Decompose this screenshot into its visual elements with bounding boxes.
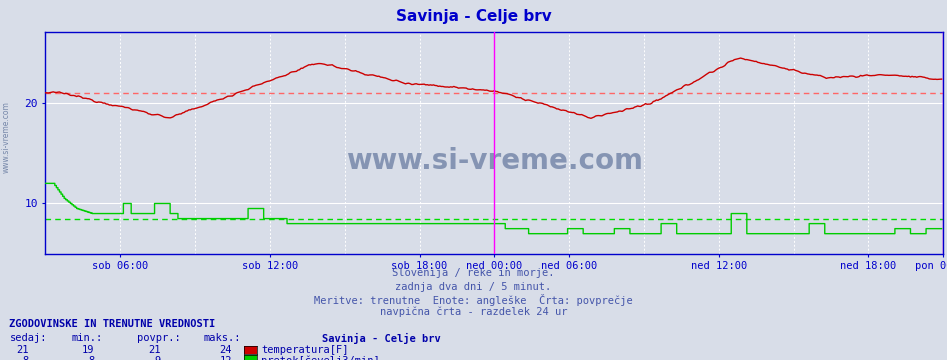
Text: maks.:: maks.: (204, 333, 241, 343)
Text: Savinja - Celje brv: Savinja - Celje brv (322, 333, 440, 344)
Text: 8: 8 (88, 356, 95, 360)
Text: povpr.:: povpr.: (137, 333, 181, 343)
Text: 19: 19 (82, 345, 95, 355)
Text: 12: 12 (220, 356, 232, 360)
Text: Savinja - Celje brv: Savinja - Celje brv (396, 9, 551, 24)
Text: temperatura[F]: temperatura[F] (261, 345, 348, 355)
Text: 8: 8 (22, 356, 28, 360)
Text: sedaj:: sedaj: (9, 333, 47, 343)
Text: ZGODOVINSKE IN TRENUTNE VREDNOSTI: ZGODOVINSKE IN TRENUTNE VREDNOSTI (9, 319, 216, 329)
Text: zadnja dva dni / 5 minut.: zadnja dva dni / 5 minut. (396, 282, 551, 292)
Text: Slovenija / reke in morje.: Slovenija / reke in morje. (392, 268, 555, 278)
Text: www.si-vreme.com: www.si-vreme.com (346, 147, 643, 175)
Text: pretok[čevelj3/min]: pretok[čevelj3/min] (261, 356, 380, 360)
Text: 21: 21 (16, 345, 28, 355)
Text: navpična črta - razdelek 24 ur: navpična črta - razdelek 24 ur (380, 307, 567, 317)
Text: 21: 21 (149, 345, 161, 355)
Text: Meritve: trenutne  Enote: angleške  Črta: povprečje: Meritve: trenutne Enote: angleške Črta: … (314, 294, 633, 306)
Text: www.si-vreme.com: www.si-vreme.com (1, 101, 10, 173)
Text: 9: 9 (154, 356, 161, 360)
Text: min.:: min.: (71, 333, 102, 343)
Text: 24: 24 (220, 345, 232, 355)
